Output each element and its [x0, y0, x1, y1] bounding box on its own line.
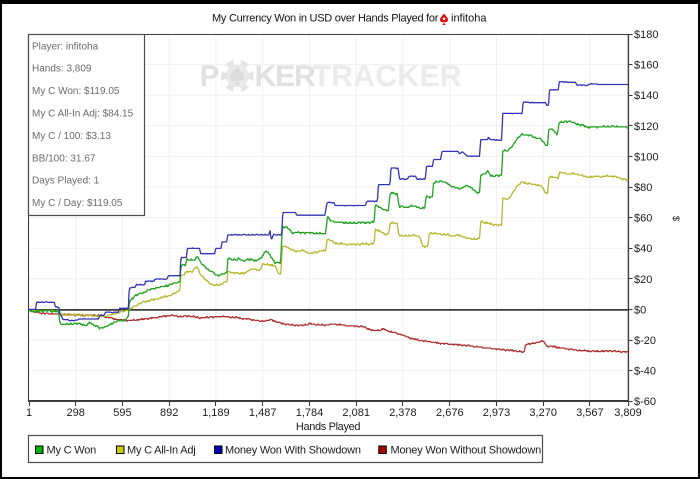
- svg-text:$80: $80: [634, 182, 652, 194]
- svg-text:$-40: $-40: [634, 366, 656, 378]
- svg-text:Hands Played: Hands Played: [296, 421, 361, 433]
- svg-text:$60: $60: [634, 213, 652, 225]
- svg-text:My C All-In Adj: My C All-In Adj: [127, 445, 196, 457]
- svg-text:$-20: $-20: [634, 335, 656, 347]
- svg-text:$140: $140: [634, 90, 658, 102]
- svg-text:$120: $120: [634, 121, 658, 133]
- svg-text:3,567: 3,567: [576, 407, 604, 419]
- svg-text:298: 298: [67, 407, 85, 419]
- svg-text:2,676: 2,676: [436, 407, 464, 419]
- svg-text:$0: $0: [634, 304, 646, 316]
- svg-text:KER: KER: [255, 60, 317, 93]
- svg-text:$-60: $-60: [634, 396, 656, 408]
- svg-text:1,189: 1,189: [202, 407, 230, 419]
- svg-text:$100: $100: [634, 151, 658, 163]
- svg-text:BB/100: 31.67: BB/100: 31.67: [32, 153, 96, 164]
- svg-text:My Currency Won in USD over Ha: My Currency Won in USD over Hands Played…: [212, 13, 439, 25]
- svg-text:Player: infitoha: Player: infitoha: [32, 41, 99, 52]
- svg-text:My C Won: My C Won: [47, 445, 97, 457]
- svg-text:3,270: 3,270: [529, 407, 557, 419]
- svg-text:Days Played: 1: Days Played: 1: [32, 176, 100, 187]
- svg-text:1: 1: [26, 407, 32, 419]
- svg-text:1,487: 1,487: [249, 407, 277, 419]
- svg-text:Money Won Without Showdown: Money Won Without Showdown: [391, 445, 542, 457]
- svg-text:P: P: [200, 60, 220, 93]
- svg-text:My C / 100: $3.13: My C / 100: $3.13: [32, 131, 111, 142]
- svg-text:infitoha: infitoha: [451, 13, 487, 25]
- svg-text:$180: $180: [634, 29, 658, 41]
- svg-text:595: 595: [113, 407, 131, 419]
- svg-text:2,378: 2,378: [389, 407, 417, 419]
- svg-text:892: 892: [160, 407, 178, 419]
- svg-text:1,784: 1,784: [296, 407, 324, 419]
- svg-text:$20: $20: [634, 274, 652, 286]
- svg-text:My C Won: $119.05: My C Won: $119.05: [32, 86, 120, 97]
- svg-text:TRACKER: TRACKER: [313, 60, 462, 93]
- svg-text:Hands: 3,809: Hands: 3,809: [32, 64, 92, 75]
- svg-text:Money Won With Showdown: Money Won With Showdown: [225, 445, 361, 457]
- svg-text:My C / Day: $119.05: My C / Day: $119.05: [32, 198, 123, 209]
- svg-text:2,973: 2,973: [483, 407, 511, 419]
- svg-text:$160: $160: [634, 60, 658, 72]
- svg-text:3,809: 3,809: [614, 407, 642, 419]
- svg-text:$: $: [670, 216, 681, 222]
- svg-text:$40: $40: [634, 243, 652, 255]
- svg-text:My C All-In Adj: $84.15: My C All-In Adj: $84.15: [32, 109, 134, 120]
- svg-text:2,081: 2,081: [342, 407, 370, 419]
